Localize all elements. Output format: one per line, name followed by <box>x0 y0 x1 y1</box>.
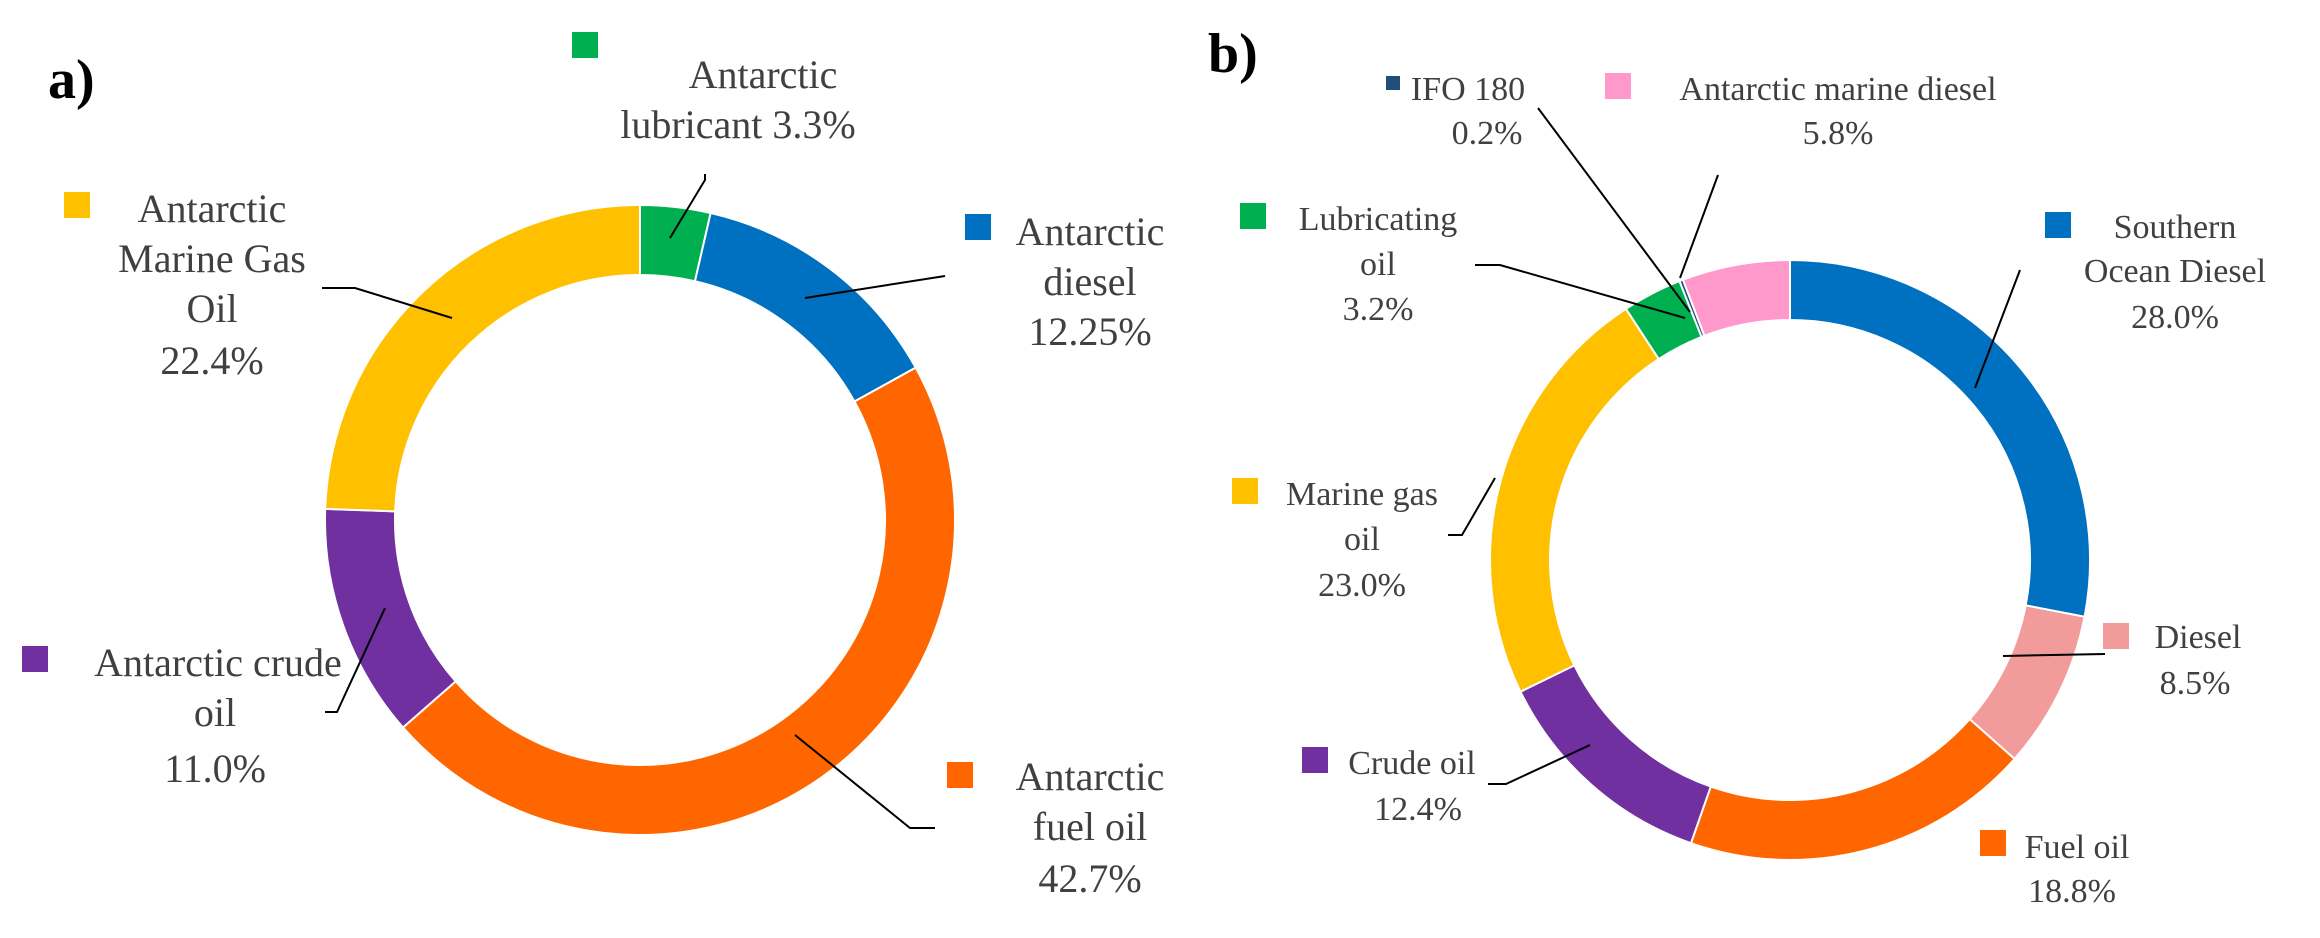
label-a-fuel-oil: Antarctic fuel oil 42.7% <box>1016 754 1165 901</box>
label-a-crude-line1: Antarctic crude <box>94 640 342 685</box>
label-a-lubricant-line2: lubricant 3.3% <box>620 102 856 147</box>
legend-marker-b-marine-gas-oil <box>1232 478 1258 504</box>
label-a-diesel: Antarctic diesel 12.25% <box>1016 209 1165 354</box>
legend-marker-b-lubricating-oil <box>1240 203 1266 229</box>
legend-marker-b-crude-oil <box>1302 747 1328 773</box>
label-b-sod-line1: Southern <box>2114 209 2237 246</box>
legend-marker-b-fuel-oil <box>1980 830 2006 856</box>
label-a-fuel-value: 42.7% <box>1038 856 1141 901</box>
donut-slice-a-antarctic-marine-gas-oil <box>324 203 641 513</box>
label-b-lub-line1: Lubricating <box>1299 201 1458 238</box>
label-a-crude-oil: Antarctic crude oil 11.0% <box>94 640 342 791</box>
legend-marker-b-antarctic-marine-diesel <box>1605 73 1631 99</box>
leader-line-b-antarctic-marine-diesel <box>1679 174 1719 279</box>
label-b-mgo-line1: Marine gas <box>1286 476 1438 513</box>
leader-line-a-fuel-oil <box>794 734 935 829</box>
label-b-antarctic-marine-diesel: Antarctic marine diesel 5.8% <box>1679 71 1996 152</box>
label-b-lubricating-oil: Lubricating oil 3.2% <box>1299 201 1458 328</box>
leader-line-b-ifo-180 <box>1537 107 1691 313</box>
panel-label-a: a) <box>48 49 95 111</box>
leader-line-a-lubricant <box>669 174 706 239</box>
donut-slice-b-crude-oil <box>1519 664 1713 845</box>
legend-marker-a-fuel-oil <box>947 762 973 788</box>
label-b-crude-line1: Crude oil <box>1348 745 1475 782</box>
label-b-lub-value: 3.2% <box>1343 291 1414 328</box>
label-b-lub-line2: oil <box>1360 246 1396 283</box>
label-b-marine-gas-oil: Marine gas oil 23.0% <box>1286 476 1438 604</box>
label-a-lubricant-line1: Antarctic <box>689 52 838 97</box>
label-a-mgo-line1: Antarctic <box>138 186 287 231</box>
label-b-diesel: Diesel 8.5% <box>2155 619 2242 702</box>
legend-marker-b-ifo-180 <box>1386 76 1400 90</box>
leader-line-a-crude-oil <box>325 607 386 713</box>
donut-slice-a-antarctic-diesel <box>693 211 918 403</box>
legend-marker-a-crude-oil <box>22 646 48 672</box>
label-b-ifo-180: IFO 180 0.2% <box>1411 71 1525 152</box>
label-a-diesel-line1: Antarctic <box>1016 209 1165 254</box>
leader-line-b-southern-ocean-diesel <box>1974 269 2021 389</box>
label-b-sod-line2: Ocean Diesel <box>2084 253 2266 290</box>
label-b-ifo-value: 0.2% <box>1452 115 1523 152</box>
donut-chart-a <box>324 203 956 836</box>
donut-slice-b-fuel-oil <box>1689 717 2016 861</box>
label-b-mgo-value: 23.0% <box>1318 567 1406 604</box>
label-b-diesel-value: 8.5% <box>2160 665 2231 702</box>
leader-line-b-marine-gas-oil <box>1448 477 1496 536</box>
label-a-fuel-line1: Antarctic <box>1016 754 1165 799</box>
label-a-marine-gas-oil: Antarctic Marine Gas Oil 22.4% <box>118 186 306 383</box>
label-a-lubricant: Antarctic lubricant 3.3% <box>620 52 856 147</box>
leader-line-b-crude-oil <box>1488 744 1591 785</box>
label-b-mgo-line2: oil <box>1344 521 1380 558</box>
donut-slice-b-marine-gas-oil <box>1489 307 1661 694</box>
legend-marker-a-marine-gas-oil <box>64 192 90 218</box>
label-b-southern-ocean-diesel: Southern Ocean Diesel 28.0% <box>2084 209 2266 336</box>
label-b-ifo-line1: IFO 180 <box>1411 71 1525 108</box>
legend-marker-a-diesel <box>965 214 991 240</box>
label-a-mgo-value: 22.4% <box>160 338 263 383</box>
label-a-diesel-value: 12.25% <box>1028 309 1151 354</box>
donut-slice-b-antarctic-marine-diesel <box>1681 258 1791 338</box>
leader-line-b-diesel <box>2002 653 2106 657</box>
label-b-crude-value: 12.4% <box>1374 791 1462 828</box>
label-a-crude-line2: oil <box>194 690 236 735</box>
label-b-sod-value: 28.0% <box>2131 299 2219 336</box>
label-b-crude-oil: Crude oil 12.4% <box>1348 745 1475 828</box>
panel-label-b: b) <box>1208 23 1258 85</box>
leader-line-a-diesel <box>804 275 946 299</box>
label-a-diesel-line2: diesel <box>1043 259 1136 304</box>
label-b-fuel-oil: Fuel oil 18.8% <box>2025 829 2130 910</box>
legend-marker-b-southern-ocean-diesel <box>2045 212 2071 238</box>
leader-line-b-lubricating-oil <box>1475 264 1686 319</box>
label-b-amd-value: 5.8% <box>1803 115 1874 152</box>
label-b-fuel-value: 18.8% <box>2028 873 2116 910</box>
label-a-mgo-line2: Marine Gas <box>118 236 306 281</box>
label-a-crude-value: 11.0% <box>164 746 266 791</box>
donut-chart-b <box>1489 258 2092 861</box>
donut-slice-a-antarctic-fuel-oil <box>401 366 956 836</box>
label-a-fuel-line2: fuel oil <box>1033 804 1147 849</box>
label-b-fuel-line1: Fuel oil <box>2025 829 2130 866</box>
legend-marker-a-lubricant <box>572 32 598 58</box>
label-b-amd-line1: Antarctic marine diesel <box>1679 71 1996 108</box>
label-a-mgo-line3: Oil <box>186 286 237 331</box>
label-b-diesel-line1: Diesel <box>2155 619 2242 656</box>
donut-slice-b-southern-ocean-diesel <box>1789 258 2092 618</box>
legend-marker-b-diesel <box>2103 623 2129 649</box>
leader-line-a-marine-gas-oil <box>322 287 453 319</box>
